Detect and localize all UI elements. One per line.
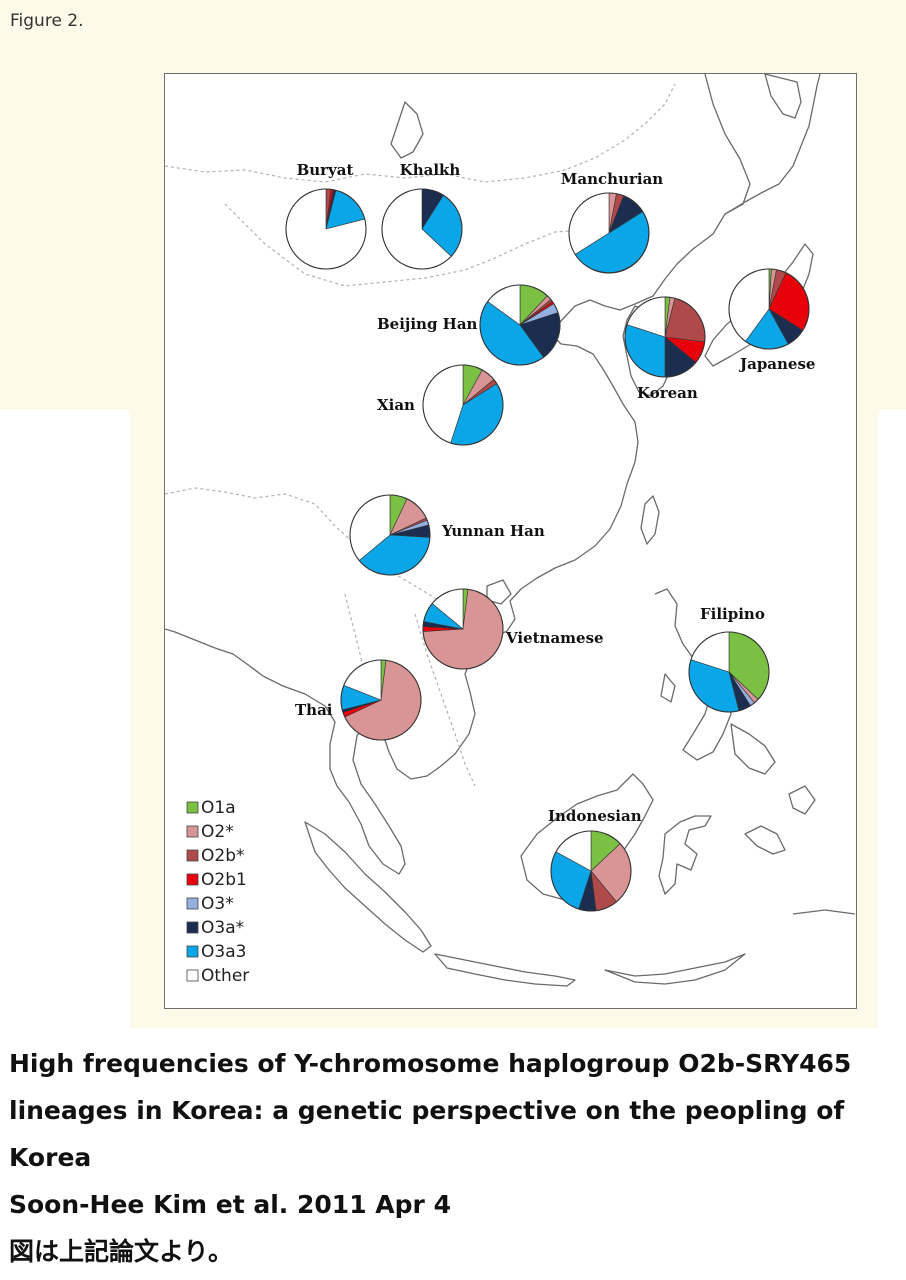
caption: High frequencies of Y-chromosome haplogr…: [9, 1040, 889, 1275]
pie-charts: [285, 188, 810, 912]
population-label-vietnamese: Vietnamese: [505, 629, 604, 647]
population-label-korean: Korean: [637, 384, 698, 402]
java-island: [434, 953, 576, 987]
pie-thai: [340, 659, 422, 741]
pie-outline-vietnamese: [422, 588, 504, 670]
caption-title-line-3: Korea: [9, 1143, 92, 1172]
legend-swatch-o3a3: [186, 945, 199, 958]
population-label-manchurian: Manchurian: [561, 170, 663, 188]
caption-title-line-1: High frequencies of Y-chromosome haplogr…: [9, 1049, 852, 1078]
legend-label-o1a: O1a: [201, 798, 236, 818]
pie-beijing-han: [479, 284, 561, 366]
pie-filipino: [688, 631, 770, 713]
caption-citation: Soon-Hee Kim et al. 2011 Apr 4: [9, 1190, 451, 1219]
pie-khalkh: [381, 188, 463, 270]
pie-outline-manchurian: [568, 192, 650, 274]
caption-title-line-2: lineages in Korea: a genetic perspective…: [9, 1096, 845, 1125]
pie-korean: [624, 296, 706, 378]
legend-label-o2s: O2*: [201, 822, 234, 842]
sulawesi-island: [658, 815, 712, 895]
pie-outline-buryat: [285, 188, 367, 270]
pie-outline-beijing-han: [479, 284, 561, 366]
pie-xian: [422, 364, 504, 446]
legend-swatch-o3s: [186, 897, 199, 910]
figure-label: Figure 2.: [10, 11, 84, 31]
pie-yunnan-han: [349, 494, 431, 576]
population-labels: Buryat Khalkh Manchurian Beijing Han Korean J…: [295, 161, 815, 825]
taiwan-island: [640, 495, 660, 545]
population-label-beijing-han: Beijing Han: [377, 315, 478, 333]
legend-swatch-o2b: [186, 849, 199, 862]
pie-outline-indonesian: [550, 830, 632, 912]
legend-label-o3a: O3a*: [201, 918, 244, 938]
pie-manchurian: [568, 192, 650, 274]
pie-outline-filipino: [688, 631, 770, 713]
legend-swatch-other: [186, 969, 199, 982]
population-label-thai: Thai: [295, 701, 333, 719]
population-label-indonesian: Indonesian: [548, 807, 642, 825]
legend-label-o3s: O3*: [201, 894, 234, 914]
pie-outline-thai: [340, 659, 422, 741]
population-label-filipino: Filipino: [700, 605, 765, 623]
caption-note: 図は上記論文より。: [9, 1237, 234, 1266]
eastern-islands: [604, 785, 856, 985]
pie-outline-yunnan-han: [349, 494, 431, 576]
population-label-xian: Xian: [377, 396, 415, 414]
population-label-yunnan-han: Yunnan Han: [441, 522, 545, 540]
legend-label-other: Other: [201, 966, 249, 986]
mainland-coastline: [165, 74, 751, 875]
lake-baikal: [390, 101, 424, 159]
legend-swatch-o1a: [186, 801, 199, 814]
pie-japanese: [728, 268, 810, 350]
borneo-island: [520, 773, 654, 901]
map-figure: Buryat Khalkh Manchurian Beijing Han Korean J…: [164, 73, 857, 1009]
sumatra-island: [304, 821, 432, 953]
map-canvas: Buryat Khalkh Manchurian Beijing Han Korean J…: [165, 74, 856, 987]
legend-swatch-o3a: [186, 921, 199, 934]
pie-outline-xian: [422, 364, 504, 446]
pie-buryat: [285, 188, 367, 270]
pie-vietnamese: [422, 588, 504, 670]
pie-outline-japanese: [728, 268, 810, 350]
legend-label-o2b: O2b*: [201, 846, 245, 866]
legend-label-o2b1: O2b1: [201, 870, 247, 890]
legend: O1a O2* O2b* O2b1 O3* O3a* O3a3 Other: [186, 798, 249, 986]
legend-swatch-o2s: [186, 825, 199, 838]
pie-outline-korean: [624, 296, 706, 378]
population-label-japanese: Japanese: [738, 355, 815, 373]
population-label-khalkh: Khalkh: [400, 161, 461, 179]
legend-swatch-o2b1: [186, 873, 199, 886]
legend-label-o3a3: O3a3: [201, 942, 246, 962]
population-label-buryat: Buryat: [297, 161, 354, 179]
pie-outline-khalkh: [381, 188, 463, 270]
pie-indonesian: [550, 830, 632, 912]
